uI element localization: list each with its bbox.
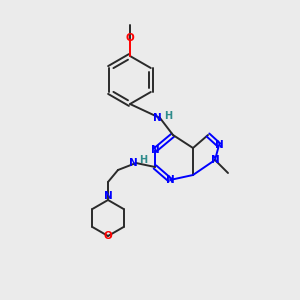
Text: H: H: [139, 155, 147, 165]
Text: N: N: [129, 158, 137, 168]
Text: N: N: [151, 145, 159, 155]
Text: O: O: [103, 231, 112, 241]
Text: N: N: [211, 155, 219, 165]
Text: O: O: [126, 33, 134, 43]
Text: N: N: [214, 140, 224, 150]
Text: N: N: [103, 191, 112, 201]
Text: N: N: [153, 113, 161, 123]
Text: H: H: [164, 111, 172, 121]
Text: N: N: [166, 175, 174, 185]
